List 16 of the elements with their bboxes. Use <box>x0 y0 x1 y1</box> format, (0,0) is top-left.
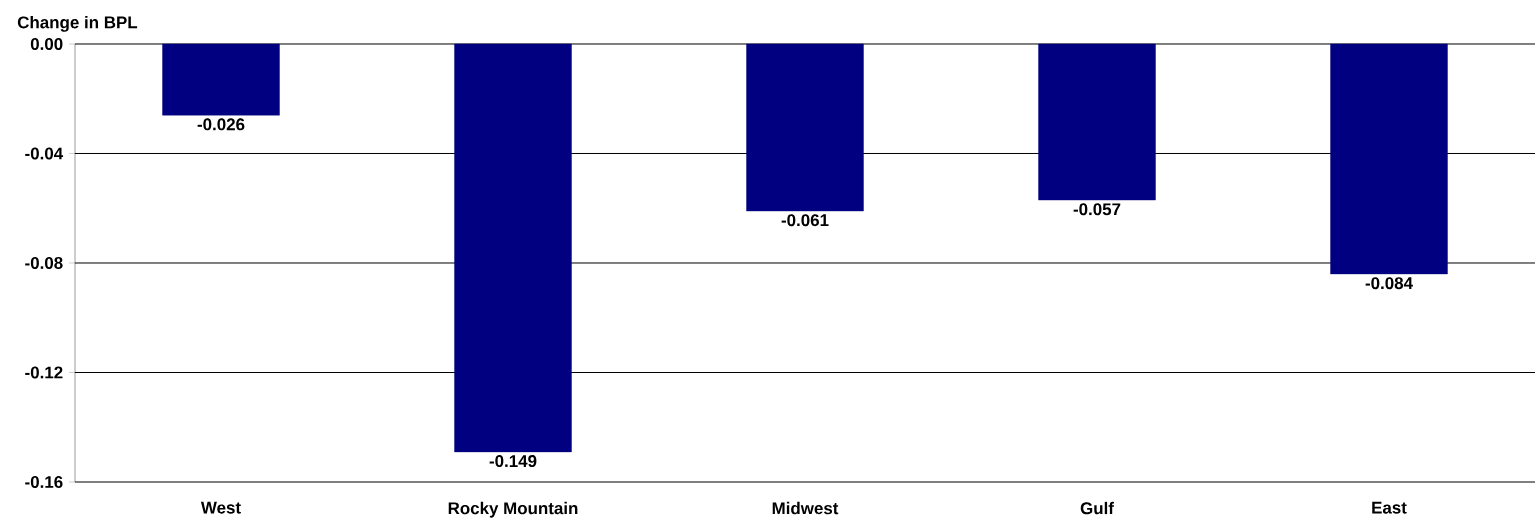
y-tick-label: 0.00 <box>30 38 63 50</box>
y-tick-label: -0.04 <box>25 147 64 160</box>
x-tick-label: Midwest <box>772 501 839 515</box>
x-tick-label: Gulf <box>1080 501 1114 515</box>
y-tick-label: -0.12 <box>25 366 63 379</box>
x-tick-label: West <box>200 501 241 514</box>
x-tick-label: Rocky Mountain <box>448 501 578 518</box>
data-label: -0.149 <box>489 455 537 468</box>
y-tick-label: -0.08 <box>25 257 63 269</box>
data-label: -0.057 <box>1073 203 1121 216</box>
y-axis-title: Change in BPL <box>17 15 138 32</box>
y-tick-label: -0.16 <box>25 476 63 488</box>
x-tick-label: East <box>1372 501 1407 514</box>
data-label: -0.026 <box>197 118 245 131</box>
data-label: -0.061 <box>781 214 829 227</box>
data-label: -0.084 <box>1365 277 1413 290</box>
